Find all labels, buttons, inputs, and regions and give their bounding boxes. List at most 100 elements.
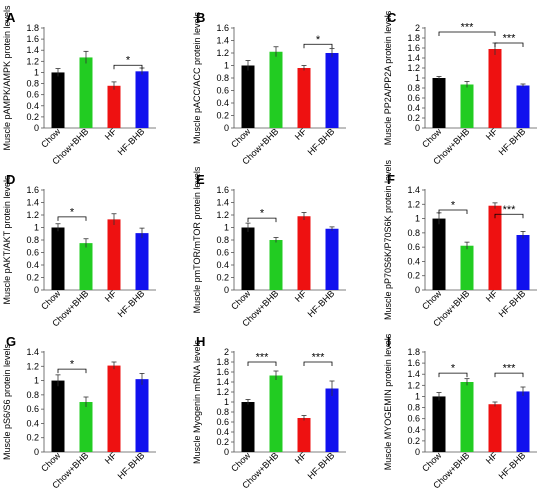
panel-letter: F [387,172,395,187]
significance-bracket [494,372,524,378]
panel-letter: B [196,10,205,25]
bar [135,233,149,290]
y-tick-label: 1.8 [407,33,420,43]
y-tick-label: 1.6 [26,34,39,44]
y-tick-label: 1.2 [407,63,420,73]
y-tick-label: 0.8 [26,235,39,245]
y-tick-label: 0.2 [407,271,420,281]
y-tick-label: 1.6 [407,43,420,53]
y-tick-label: 0.2 [26,112,39,122]
bar [79,402,93,452]
significance-bracket [494,42,524,47]
y-tick-label: 0.6 [216,86,229,96]
y-tick-label: 0.8 [216,73,229,83]
bar [516,235,530,290]
y-tick-label: 0 [224,123,229,133]
bar [297,418,311,452]
bar [241,402,255,452]
significance-label: *** [503,33,517,45]
y-tick-label: 1.6 [216,185,229,195]
y-tick-label: 0.6 [26,404,39,414]
y-tick-label: 0.8 [216,235,229,245]
bar [51,227,65,290]
y-tick-label: 1.4 [216,198,229,208]
panel-letter: H [196,334,205,349]
y-tick-label: 0.4 [26,101,39,111]
bar [107,219,121,290]
y-tick-label: 0 [415,285,420,295]
bar [460,84,474,128]
y-tick-label: 1.2 [216,210,229,220]
y-tick-label: 0.2 [407,113,420,123]
y-tick-label: 0.6 [216,248,229,258]
y-tick-label: 0 [415,447,420,457]
y-tick-label: 0 [224,285,229,295]
y-tick-label: 1.4 [26,347,39,357]
significance-bracket [113,64,143,70]
significance-bracket [494,213,524,219]
bar [107,365,121,452]
y-tick-label: 0.4 [26,418,39,428]
x-tick-label: HF-BHB [116,126,147,157]
significance-bracket [247,217,277,223]
y-axis-label: Muscle pP70S6K/P70S6K protein levels [383,159,393,320]
y-tick-label: 0.2 [407,436,420,446]
significance-bracket [303,361,333,366]
significance-bracket [57,368,87,374]
y-tick-label: 0.2 [216,273,229,283]
y-tick-label: 1.2 [26,361,39,371]
y-tick-label: 1.4 [407,369,420,379]
y-tick-label: 1.2 [216,48,229,58]
y-axis-label: Muscle pAKT/AKT protein levels [2,175,12,304]
y-tick-label: 1.2 [26,56,39,66]
significance-label: *** [256,352,270,364]
significance-bracket [438,209,468,214]
bar [51,72,65,128]
bar [107,85,121,128]
y-tick-label: 0.2 [26,433,39,443]
y-tick-label: 0.8 [407,83,420,93]
y-tick-label: 0.2 [26,273,39,283]
significance-bracket [303,43,333,49]
y-tick-label: 0 [415,123,420,133]
significance-bracket [57,216,87,221]
x-tick-label: HF-BHB [116,450,147,481]
significance-label: *** [503,363,517,375]
y-tick-label: 1 [415,391,420,401]
x-tick-label: HF-BHB [497,288,528,319]
y-tick-label: 0.6 [26,248,39,258]
y-tick-label: 1.4 [407,53,420,63]
x-tick-label: Chow [420,450,444,474]
significance-label: * [316,34,321,46]
x-tick-label: Chow [39,288,63,312]
bar [488,49,502,128]
bar [432,396,446,452]
y-tick-label: 2 [224,347,229,357]
bar [269,240,283,290]
significance-label: *** [461,22,475,34]
y-tick-label: 1 [34,67,39,77]
x-tick-label: Chow [229,288,253,312]
bar [488,205,502,290]
y-tick-label: 0.6 [216,417,229,427]
y-tick-label: 0.2 [216,111,229,121]
y-tick-label: 1 [415,73,420,83]
panel-letter: I [387,334,391,349]
significance-label: *** [503,204,517,216]
significance-bracket [247,361,277,366]
bar [432,218,446,290]
y-tick-label: 1.2 [26,210,39,220]
y-tick-label: 1 [224,223,229,233]
y-tick-label: 1.6 [216,367,229,377]
bar [269,51,283,128]
panel-letter: G [6,334,16,349]
y-axis-label: Muscle Myogenin mRNA levels [192,339,202,464]
bar [79,57,93,128]
significance-label: * [451,363,456,375]
